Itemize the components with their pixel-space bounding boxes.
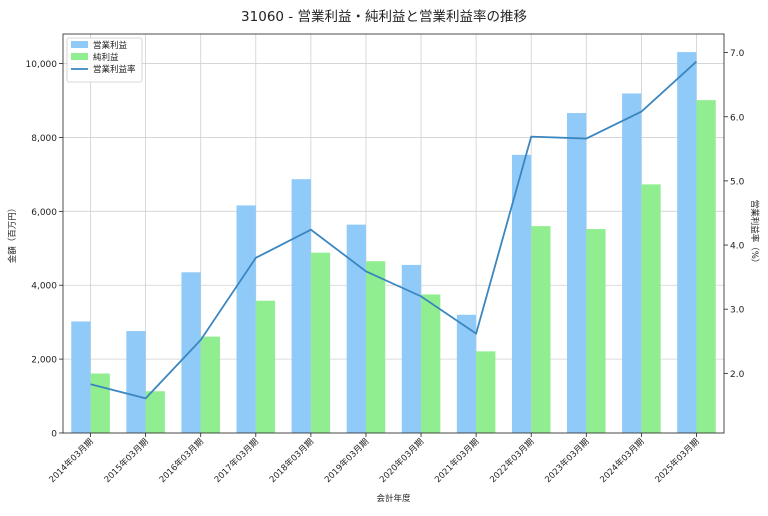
y-right-tick-label: 7.0: [730, 49, 745, 59]
bar-net-profit: [90, 373, 110, 433]
bar-net-profit: [310, 252, 331, 433]
bar-net-profit: [531, 226, 551, 433]
x-tick-label: 2014年03月期: [47, 436, 96, 485]
x-tick-label: 2016年03月期: [157, 436, 206, 485]
plot-frame: [62, 33, 725, 434]
legend-swatch: [71, 53, 88, 60]
bar-net-profit: [200, 336, 220, 433]
bar-net-profit: [586, 229, 606, 433]
bar-operating-profit: [401, 264, 422, 433]
bar-operating-profit: [346, 224, 366, 433]
x-tick-label: 2017年03月期: [212, 436, 261, 485]
y-axis-right-label: 営業利益率（%）: [749, 200, 760, 268]
bar-operating-profit: [236, 205, 256, 433]
legend-swatch: [71, 41, 88, 48]
x-tick-label: 2023年03月期: [543, 436, 592, 485]
legend-label: 純利益: [93, 52, 119, 63]
legend-label: 営業利益: [93, 40, 128, 51]
bar-net-profit: [696, 100, 716, 433]
bar-operating-profit: [181, 272, 201, 433]
x-tick-label: 2021年03月期: [432, 436, 481, 485]
bar-operating-profit: [511, 154, 532, 433]
y-left-tick-label: 8,000: [31, 134, 57, 144]
y-left-tick-label: 0: [51, 430, 57, 440]
x-tick-label: 2022年03月期: [488, 436, 537, 485]
bar-net-profit: [145, 391, 165, 433]
y-right-tick-label: 6.0: [730, 113, 745, 123]
bar-net-profit: [365, 261, 386, 433]
x-tick-label: 2020年03月期: [377, 436, 426, 485]
y-right-tick-label: 4.0: [730, 242, 745, 252]
x-axis-label: 会計年度: [376, 493, 411, 504]
bar-operating-profit: [291, 179, 311, 433]
y-left-tick-label: 6,000: [31, 208, 57, 218]
x-tick-label: 2024年03月期: [598, 436, 647, 485]
x-tick-label: 2018年03月期: [267, 436, 316, 485]
bar-operating-profit: [622, 93, 642, 433]
x-tick-label: 2019年03月期: [322, 436, 371, 485]
y-axis-right: 2.0 3.0 4.0 5.0 6.0 7.0: [724, 49, 745, 380]
y-left-tick-label: 10,000: [26, 60, 58, 70]
bar-net-profit: [476, 351, 496, 433]
bar-net-profit: [255, 300, 276, 433]
y-left-tick-label: 4,000: [31, 282, 57, 292]
bar-net-profit: [641, 184, 661, 433]
bar-operating-profit: [126, 331, 146, 433]
x-axis: 2014年03月期 2015年03月期 2016年03月期 2017年03月期 2018…: [47, 433, 702, 485]
legend-label: 営業利益率: [93, 64, 136, 75]
chart-title: 31060 - 営業利益・純利益と営業利益率の推移: [241, 8, 527, 25]
bar-operating-profit: [456, 314, 477, 433]
y-right-tick-label: 3.0: [730, 306, 745, 316]
bar-operating-profit: [71, 321, 91, 433]
legend-box: [66, 37, 143, 83]
x-tick-label: 2025年03月期: [653, 436, 702, 485]
y-right-tick-label: 5.0: [730, 177, 745, 187]
bar-operating-profit: [677, 52, 697, 433]
y-right-tick-label: 2.0: [730, 370, 745, 380]
bar-net-profit: [421, 294, 441, 433]
line-operating-margin: [90, 60, 698, 400]
y-axis-left: 0 2,000 4,000 6,000 8,000 10,000: [26, 60, 63, 440]
bar-operating-profit: [567, 113, 587, 434]
line-series: [90, 60, 698, 400]
y-left-tick-label: 2,000: [31, 356, 57, 366]
x-tick-label: 2015年03月期: [102, 436, 151, 485]
y-axis-left-label: 金額（百万円）: [7, 204, 18, 264]
